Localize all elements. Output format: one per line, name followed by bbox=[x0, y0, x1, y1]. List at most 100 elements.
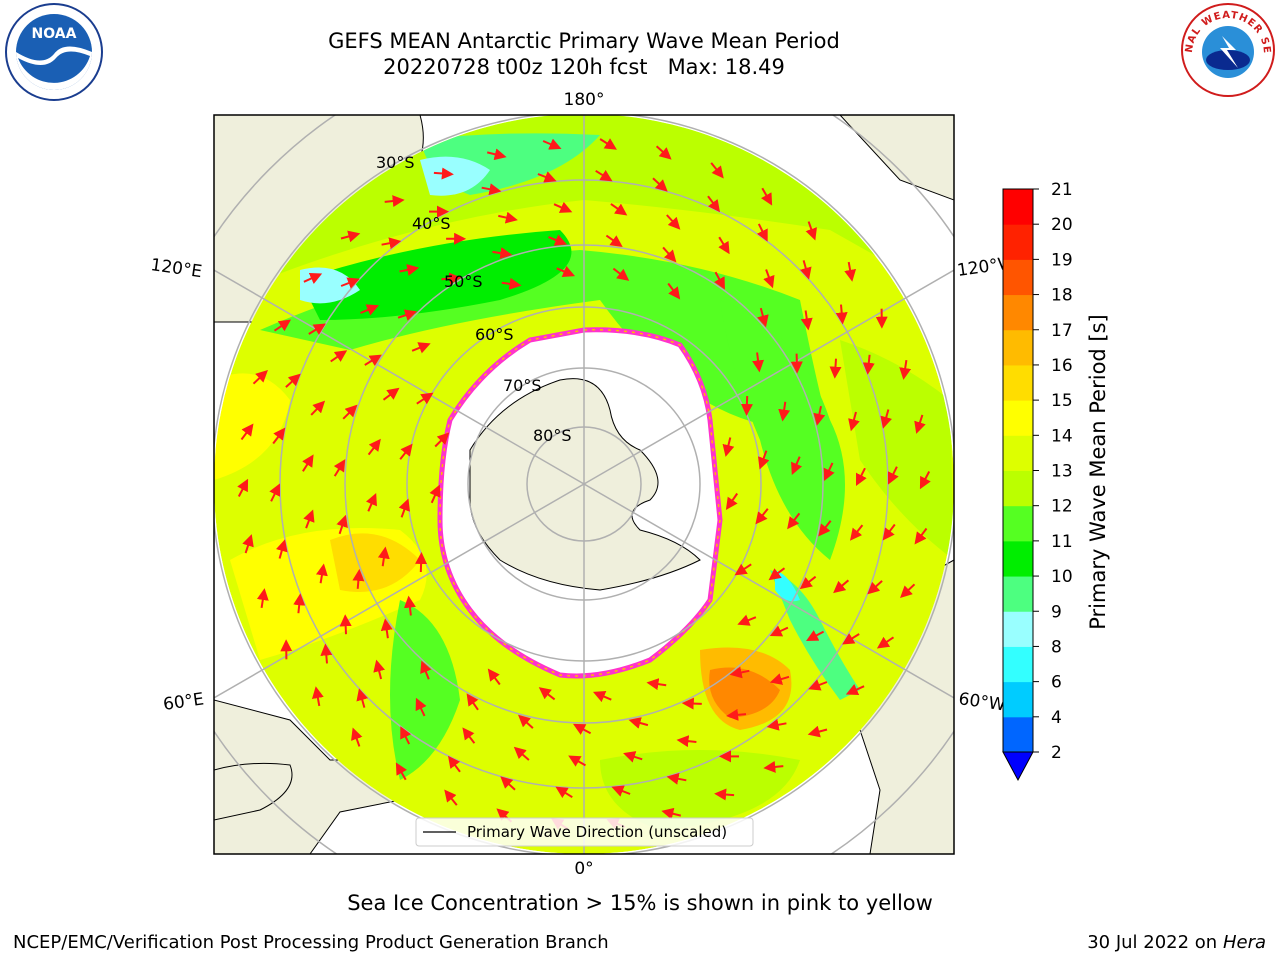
wave-direction-arrow bbox=[340, 230, 361, 243]
wave-direction-arrow bbox=[855, 467, 867, 487]
wave-direction-arrow bbox=[800, 310, 813, 331]
wave-direction-arrow bbox=[548, 234, 568, 246]
map-frame bbox=[213, 114, 955, 855]
wave-direction-arrow bbox=[813, 405, 826, 426]
wave-direction-arrow bbox=[758, 450, 770, 470]
wave-direction-arrow bbox=[611, 785, 631, 797]
colorbar-segment bbox=[1003, 400, 1033, 436]
wave-direction-arrow bbox=[914, 414, 926, 434]
wave-direction-arrow bbox=[315, 563, 328, 584]
colorbar-tick-label: 10 bbox=[1051, 567, 1073, 587]
colorbar-tick-label: 6 bbox=[1051, 673, 1062, 693]
wave-direction-arrow bbox=[242, 534, 254, 554]
wave-direction-arrow bbox=[555, 786, 573, 799]
wave-direction-arrow bbox=[381, 237, 402, 250]
colorbar-tick-label: 21 bbox=[1051, 180, 1073, 200]
wave-direction-arrow bbox=[285, 373, 301, 388]
wave-direction-arrow bbox=[553, 201, 573, 213]
wave-direction-arrow bbox=[718, 236, 730, 255]
wave-direction-arrow bbox=[844, 261, 857, 282]
wave-direction-arrow bbox=[726, 708, 747, 721]
colorbar-segment bbox=[1003, 646, 1033, 683]
wave-direction-arrow bbox=[807, 725, 828, 738]
wave-direction-arrow bbox=[538, 687, 556, 701]
wave-direction-arrow bbox=[862, 354, 875, 375]
lat-label-60: 60°S bbox=[475, 325, 514, 344]
wave-direction-arrow bbox=[364, 354, 382, 366]
wave-direction-arrow bbox=[466, 693, 479, 711]
date-text: 30 Jul 2022 on bbox=[1087, 932, 1223, 953]
wave-direction-arrow bbox=[513, 746, 530, 761]
wave-direction-arrow bbox=[303, 509, 315, 529]
wave-direction-arrow bbox=[308, 323, 326, 335]
wave-direction-arrow bbox=[400, 726, 412, 745]
lon-label-60w: 60°W bbox=[957, 689, 1006, 715]
wave-direction-arrow bbox=[882, 523, 896, 541]
wave-direction-arrow bbox=[273, 319, 292, 332]
wave-direction-arrow bbox=[867, 580, 883, 595]
wave-direction-arrow bbox=[734, 563, 752, 576]
colorbar-tick-label: 2 bbox=[1051, 743, 1062, 763]
wave-direction-arrow bbox=[336, 514, 348, 535]
wave-direction-arrow bbox=[605, 234, 623, 248]
wave-direction-arrow bbox=[848, 411, 860, 432]
wave-direction-arrow bbox=[395, 762, 407, 781]
wave-direction-arrow bbox=[420, 660, 432, 680]
wave-direction-arrow bbox=[415, 697, 427, 717]
wave-direction-arrow bbox=[876, 636, 895, 649]
wave-direction-arrow bbox=[737, 614, 757, 626]
colorbar-segment bbox=[1003, 470, 1033, 507]
wave-direction-arrow bbox=[434, 432, 450, 448]
wave-direction-arrow bbox=[367, 438, 381, 456]
wave-direction-arrow bbox=[573, 723, 592, 735]
wave-direction-arrow bbox=[676, 735, 697, 748]
wave-direction-arrow bbox=[769, 625, 789, 637]
wave-direction-arrow bbox=[849, 524, 864, 541]
chart-title: GEFS MEAN Antarctic Primary Wave Mean Pe… bbox=[328, 29, 840, 53]
colorbar-segment bbox=[1003, 189, 1033, 225]
wave-direction-arrow bbox=[612, 267, 630, 281]
wave-direction-arrow bbox=[623, 751, 643, 763]
wave-direction-arrow bbox=[448, 755, 461, 773]
wave-direction-arrow bbox=[791, 456, 803, 476]
wave-direction-arrow bbox=[845, 684, 865, 695]
wave-direction-arrow bbox=[342, 404, 358, 420]
wave-direction-arrow bbox=[302, 454, 314, 472]
wave-direction-arrow bbox=[382, 387, 400, 401]
colorbar-tick-label: 12 bbox=[1051, 497, 1073, 517]
wave-direction-arrow bbox=[500, 776, 516, 791]
lon-label-60e: 60°E bbox=[162, 689, 205, 714]
wave-direction-arrow bbox=[899, 359, 912, 380]
wave-direction-arrow bbox=[492, 247, 513, 260]
wave-direction-arrow bbox=[610, 203, 628, 216]
colorbar-segment bbox=[1003, 224, 1033, 260]
antarctica bbox=[437, 327, 723, 679]
wave-direction-arrow bbox=[462, 727, 476, 744]
wave-direction-arrow bbox=[310, 400, 326, 416]
colorbar-segment bbox=[1003, 576, 1033, 612]
wave-direction-arrow bbox=[666, 214, 681, 230]
wave-direction-arrow bbox=[599, 138, 617, 150]
wave-direction-arrow bbox=[662, 246, 677, 263]
chart-subtitle: 20220728 t00z 120h fcst Max: 18.49 bbox=[383, 55, 785, 79]
map-border bbox=[213, 114, 955, 855]
wave-direction-arrow bbox=[365, 492, 377, 512]
wave-direction-arrow bbox=[429, 484, 441, 504]
wave-direction-arrow bbox=[252, 369, 268, 385]
credit-text: NCEP/EMC/Verification Post Processing Pr… bbox=[13, 932, 609, 953]
wave-direction-arrow bbox=[835, 304, 848, 325]
lat-label-40: 40°S bbox=[412, 214, 451, 233]
colorbar-tick-label: 18 bbox=[1051, 286, 1073, 306]
wave-direction-arrow bbox=[397, 309, 418, 321]
wave-direction-arrow bbox=[681, 697, 702, 710]
wave-direction-arrow bbox=[805, 221, 817, 241]
wave-direction-arrow bbox=[498, 211, 518, 224]
colorbar-tick-label: 11 bbox=[1051, 532, 1073, 552]
wave-direction-arrow bbox=[595, 169, 613, 182]
wave-direction-arrow bbox=[769, 673, 790, 685]
wave-direction-arrow bbox=[568, 755, 586, 767]
wave-direction-arrow bbox=[778, 401, 791, 422]
wave-direction-arrow bbox=[829, 358, 842, 379]
legend-label: Primary Wave Direction (unscaled) bbox=[467, 823, 727, 841]
lon-label-0: 0° bbox=[574, 859, 593, 879]
